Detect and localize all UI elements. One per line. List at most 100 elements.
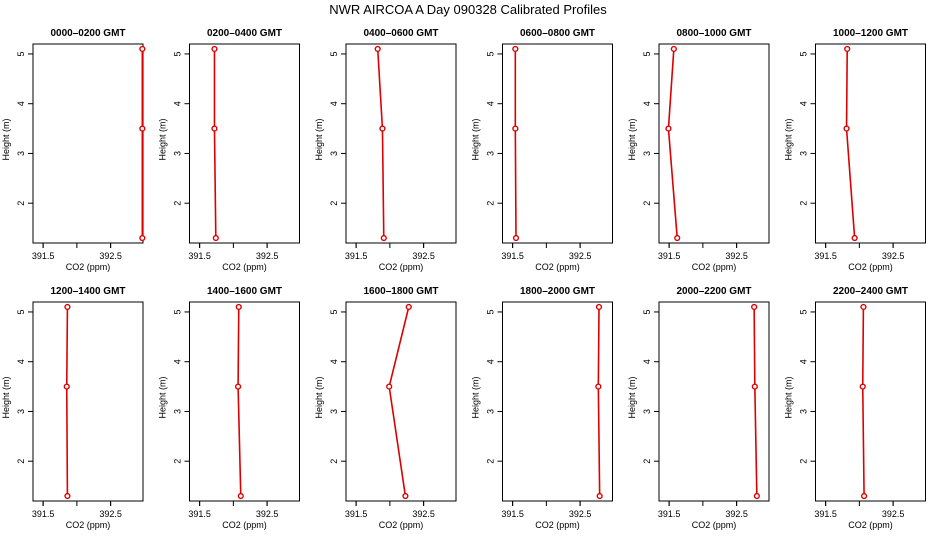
x-tick-label: 391.5	[32, 509, 55, 519]
profile-point	[139, 45, 146, 53]
y-axis-label: Height (m)	[471, 376, 481, 418]
plot-frame	[189, 43, 300, 244]
x-axis-label: CO2 (ppm)	[222, 520, 267, 530]
y-tick-label: 3	[799, 151, 809, 156]
y-axis-label: Height (m)	[784, 376, 794, 418]
profile-line	[213, 48, 217, 239]
y-tick-label: 5	[329, 51, 339, 56]
y-tick-label: 2	[16, 459, 26, 464]
y-tick-label: 4	[486, 359, 496, 364]
y-tick-label: 2	[16, 201, 26, 206]
plot-frame	[502, 43, 613, 244]
x-tick-label: 392.5	[256, 509, 279, 519]
plot-frame	[815, 43, 926, 244]
panel-title: 0200–0400 GMT	[207, 28, 282, 39]
profile-point	[851, 234, 858, 242]
x-axis-label: CO2 (ppm)	[535, 520, 580, 530]
x-axis-label: CO2 (ppm)	[66, 520, 111, 530]
x-tick-label: 391.5	[32, 251, 55, 261]
y-tick-label: 2	[329, 201, 339, 206]
x-axis-label: CO2 (ppm)	[222, 262, 267, 272]
x-axis-label: CO2 (ppm)	[535, 262, 580, 272]
profile-point	[512, 125, 519, 132]
profile-point	[860, 303, 867, 311]
profile-point	[63, 383, 70, 390]
profile-point	[512, 234, 520, 242]
profile-point	[212, 234, 219, 242]
x-axis-label: CO2 (ppm)	[848, 262, 893, 272]
y-tick-label: 2	[486, 459, 496, 464]
x-axis-label: CO2 (ppm)	[692, 520, 737, 530]
panel-title: 1000–1200 GMT	[833, 28, 908, 39]
x-axis-label: CO2 (ppm)	[848, 520, 893, 530]
y-tick-label: 4	[799, 359, 809, 364]
y-tick-label: 2	[173, 459, 183, 464]
profile-line	[861, 306, 865, 497]
profile-point	[402, 492, 409, 500]
y-tick-label: 4	[799, 101, 809, 106]
y-tick-label: 4	[642, 101, 652, 106]
figure-title: NWR AIRCOA A Day 090328 Calibrated Profi…	[329, 2, 607, 17]
y-tick-label: 3	[799, 409, 809, 414]
profile-line	[514, 48, 517, 239]
panel-title: 1600–1800 GMT	[363, 286, 438, 297]
profile-point	[665, 125, 672, 132]
panel-title: 2000–2200 GMT	[676, 286, 751, 297]
panel-title: 0800–1000 GMT	[676, 28, 751, 39]
y-tick-label: 4	[173, 101, 183, 106]
profile-point	[235, 303, 242, 311]
plot-frame	[189, 301, 300, 502]
plot-frame	[32, 301, 144, 502]
y-axis-label: Height (m)	[471, 118, 481, 160]
y-tick-label: 5	[173, 309, 183, 314]
x-tick-label: 391.5	[345, 251, 368, 261]
y-axis-label: Height (m)	[158, 376, 168, 418]
profile-line	[845, 48, 856, 239]
y-tick-label: 5	[799, 309, 809, 314]
y-tick-label: 3	[173, 409, 183, 414]
panel-title: 0600–0800 GMT	[520, 28, 595, 39]
profile-line	[388, 306, 410, 497]
x-tick-label: 392.5	[412, 251, 435, 261]
x-tick-label: 391.5	[501, 509, 524, 519]
x-axis-label: CO2 (ppm)	[66, 262, 111, 272]
y-tick-label: 4	[329, 359, 339, 364]
y-tick-label: 5	[173, 51, 183, 56]
profile-line	[237, 306, 242, 497]
y-tick-label: 4	[16, 101, 26, 106]
y-tick-label: 3	[173, 151, 183, 156]
y-tick-label: 3	[329, 151, 339, 156]
y-tick-label: 4	[173, 359, 183, 364]
profile-point	[512, 45, 519, 53]
profile-point	[139, 234, 146, 242]
y-tick-label: 5	[486, 309, 496, 314]
profile-point	[751, 383, 758, 390]
y-tick-label: 4	[642, 359, 652, 364]
plot-frame	[658, 301, 770, 502]
y-tick-label: 3	[486, 409, 496, 414]
y-tick-label: 2	[642, 201, 652, 206]
y-tick-label: 4	[486, 101, 496, 106]
x-tick-label: 391.5	[814, 509, 837, 519]
profile-point	[374, 45, 381, 53]
x-axis-label: CO2 (ppm)	[379, 520, 424, 530]
x-tick-label: 392.5	[725, 251, 748, 261]
x-tick-label: 392.5	[882, 509, 905, 519]
profile-line	[667, 48, 679, 239]
x-tick-label: 391.5	[345, 509, 368, 519]
profile-point	[860, 492, 868, 500]
profile-point	[844, 45, 851, 53]
y-tick-label: 3	[329, 409, 339, 414]
panel-title: 0000–0200 GMT	[50, 28, 125, 39]
y-axis-label: Height (m)	[1, 376, 11, 418]
profile-point	[674, 234, 681, 242]
profile-point	[595, 303, 603, 311]
profile-line	[65, 306, 69, 497]
plot-frame	[345, 301, 457, 502]
plot-frame	[502, 301, 613, 502]
panel-title: 2200–2400 GMT	[833, 286, 908, 297]
